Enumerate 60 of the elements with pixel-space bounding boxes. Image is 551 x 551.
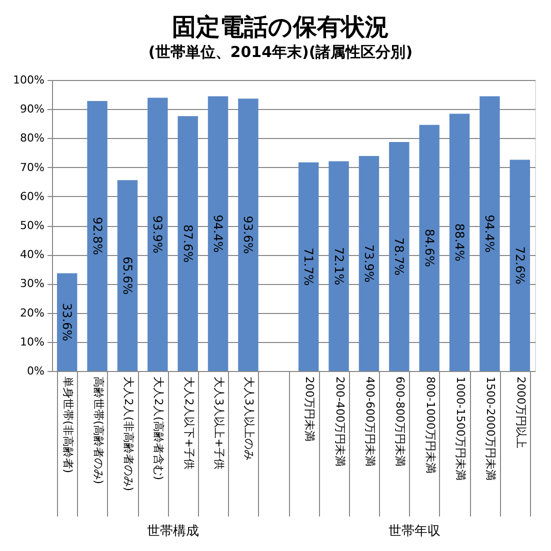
x-tick-label: 1500-2000万円未満 <box>484 376 498 480</box>
bar <box>389 142 410 371</box>
bar <box>419 124 440 371</box>
data-label: 94.4% <box>211 214 226 253</box>
bar <box>358 156 380 371</box>
data-label: 94.4% <box>482 214 497 253</box>
text: 世帯構成 <box>146 524 199 539</box>
chart-title: 固定電話の保有状況 <box>172 13 389 41</box>
x-tick-label: 800-1000万円未満 <box>424 376 437 474</box>
x-tick-label: 単身世帯(非高齢者) <box>62 376 75 474</box>
x-tick-label: 大人2人以下+子供 <box>182 376 196 470</box>
y-tick-label: 10% <box>20 335 44 348</box>
x-tick-label: 大人2人(高齢者含む) <box>152 376 166 480</box>
x-tick-label: 大人3人以上のみ <box>242 376 256 460</box>
bar <box>449 114 470 371</box>
data-label: 87.6% <box>180 224 195 263</box>
chart-subtitle: (世帯単位、2014年末)(諸属性区分別) <box>148 43 413 61</box>
y-tick-label: 30% <box>20 277 44 290</box>
bar <box>208 96 228 371</box>
y-tick-label: 50% <box>20 219 44 232</box>
x-tick-label: 大人2人(非高齢者のみ) <box>122 376 135 492</box>
y-tick-label: 70% <box>20 160 44 174</box>
bar <box>56 273 78 371</box>
y-tick-label: 90% <box>20 102 44 116</box>
y-tick-label: 100% <box>13 74 44 86</box>
text: 世帯年収 <box>388 524 440 539</box>
x-tick-label: 600-800万円未満 <box>394 376 407 466</box>
bar <box>238 98 258 371</box>
bar <box>87 100 108 371</box>
y-tick-label: 60% <box>20 190 44 203</box>
bar <box>117 180 138 371</box>
x-tick-label: 200万円未満 <box>303 376 316 442</box>
y-tick-label: 40% <box>20 248 44 262</box>
x-tick-label: 2000万円以上 <box>514 376 528 448</box>
data-label: 33.6% <box>60 303 74 342</box>
x-tick-label: 大人3人以上+子供 <box>212 376 226 470</box>
data-label: 73.9% <box>362 244 376 283</box>
x-tick-label: 200-400万円未満 <box>333 376 346 466</box>
data-label: 93.9% <box>150 215 165 254</box>
data-label: 65.6% <box>120 256 134 295</box>
y-tick-label: 0% <box>27 364 44 378</box>
x-tick-label: 高齢世帯(高齢者のみ) <box>92 376 105 484</box>
bar <box>178 116 198 371</box>
bar <box>298 162 319 371</box>
x-tick-label: 1000-1500万円未満 <box>454 376 468 480</box>
data-label: 92.8% <box>90 216 104 256</box>
y-tick-label: 80% <box>20 132 44 145</box>
y-tick-label: 20% <box>20 306 44 320</box>
data-label: 78.7% <box>392 237 406 276</box>
data-label: 71.7% <box>302 248 316 286</box>
data-label: 72.6% <box>512 246 527 284</box>
x-tick-label: 400-600万円未満 <box>363 376 376 466</box>
bar <box>148 98 168 371</box>
bar <box>328 161 349 371</box>
data-label: 88.4% <box>452 223 467 262</box>
bar <box>510 160 530 371</box>
data-label: 72.1% <box>332 247 346 286</box>
data-label: 93.6% <box>241 216 256 254</box>
data-label: 84.6% <box>422 228 436 267</box>
bar <box>480 96 500 371</box>
